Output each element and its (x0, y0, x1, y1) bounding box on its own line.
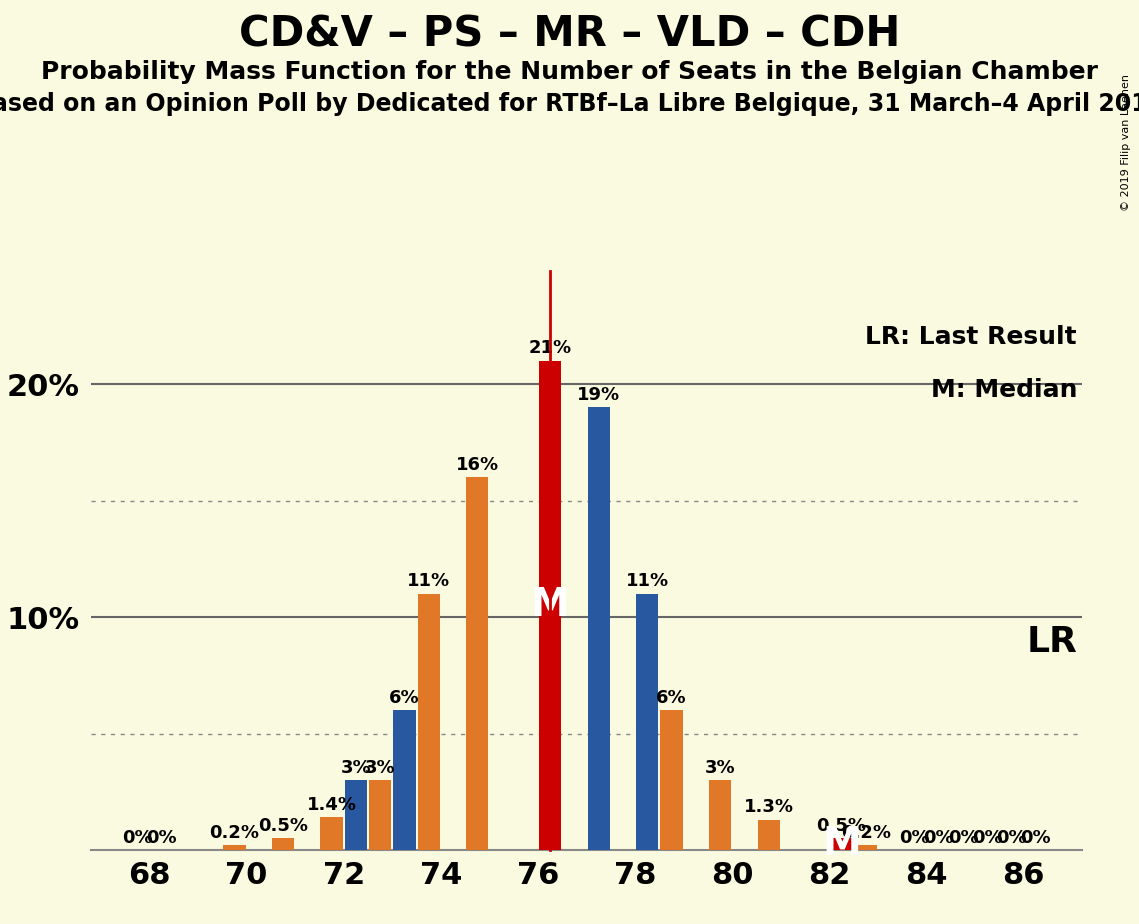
Text: 3%: 3% (364, 759, 395, 777)
Bar (369, 780, 392, 850)
Text: M: Median: M: Median (931, 379, 1077, 403)
Text: 0%: 0% (899, 829, 929, 846)
Text: LR: Last Result: LR: Last Result (866, 325, 1077, 349)
Text: © 2019 Filip van Laenen: © 2019 Filip van Laenen (1121, 74, 1131, 211)
Text: 6%: 6% (390, 688, 420, 707)
Text: LR: LR (1026, 625, 1077, 659)
Text: 6%: 6% (656, 688, 687, 707)
Bar (320, 818, 343, 850)
Text: 19%: 19% (577, 386, 621, 404)
Text: Probability Mass Function for the Number of Seats in the Belgian Chamber: Probability Mass Function for the Number… (41, 60, 1098, 84)
Text: 0.5%: 0.5% (259, 817, 308, 835)
Bar (636, 594, 658, 850)
Text: 0%: 0% (122, 829, 153, 846)
Text: 3%: 3% (705, 759, 736, 777)
Text: 3%: 3% (341, 759, 371, 777)
Bar (345, 780, 367, 850)
Text: M: M (531, 587, 570, 625)
Bar (466, 478, 489, 850)
Text: 0%: 0% (997, 829, 1027, 846)
Bar (418, 594, 440, 850)
Text: 0.2%: 0.2% (210, 824, 260, 842)
Bar (272, 838, 294, 850)
Bar (223, 845, 246, 850)
Text: 0%: 0% (972, 829, 1002, 846)
Text: 21%: 21% (528, 339, 572, 358)
Bar (757, 820, 780, 850)
Text: CD&V – PS – MR – VLD – CDH: CD&V – PS – MR – VLD – CDH (239, 14, 900, 55)
Bar (830, 838, 853, 850)
Text: 16%: 16% (456, 456, 499, 474)
Bar (661, 711, 682, 850)
Bar (708, 780, 731, 850)
Text: 0.2%: 0.2% (841, 824, 891, 842)
Bar (854, 845, 877, 850)
Text: 0%: 0% (146, 829, 177, 846)
Bar (588, 407, 609, 850)
Text: M: M (822, 825, 861, 863)
Text: 0%: 0% (924, 829, 954, 846)
Text: 1.4%: 1.4% (306, 796, 357, 814)
Text: 1.3%: 1.3% (744, 798, 794, 816)
Text: 11%: 11% (407, 572, 450, 590)
Bar (393, 711, 416, 850)
Bar (539, 360, 562, 850)
Text: 11%: 11% (625, 572, 669, 590)
Text: Based on an Opinion Poll by Dedicated for RTBf–La Libre Belgique, 31 March–4 Apr: Based on an Opinion Poll by Dedicated fo… (0, 92, 1139, 116)
Text: 0%: 0% (948, 829, 978, 846)
Text: 0%: 0% (1021, 829, 1051, 846)
Text: 0.5%: 0.5% (817, 817, 867, 835)
